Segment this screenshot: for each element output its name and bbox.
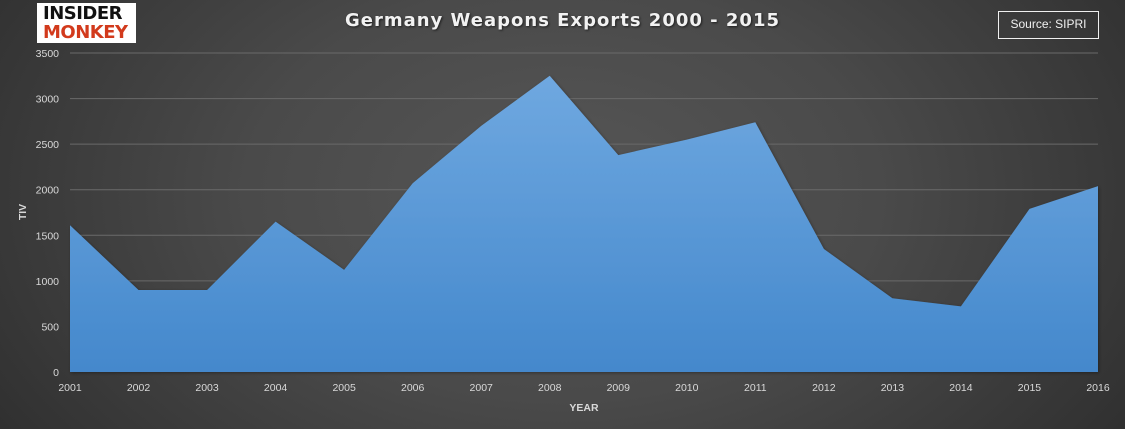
x-tick-label: 2001 [58,382,82,394]
y-tick-label: 2500 [36,139,60,151]
x-axis-title: YEAR [569,402,599,414]
y-axis-title: TIV [17,204,29,220]
logo-line-1: INSIDER [43,3,123,24]
y-tick-label: 500 [41,321,59,333]
x-tick-label: 2003 [195,382,219,394]
x-tick-label: 2011 [744,382,767,394]
y-tick-label: 0 [53,367,59,379]
y-axis-ticks: 0 500 1000 1500 2000 2500 3000 3500 [36,48,60,379]
y-tick-label: 3500 [36,48,60,60]
data-area [70,75,1098,373]
x-tick-label: 2006 [401,382,425,394]
y-tick-label: 2000 [36,185,60,197]
x-tick-label: 2010 [675,382,699,394]
x-axis-ticks: 2001 2002 2003 2004 2005 2006 2007 2008 2009 2010… [58,382,1110,394]
source-label: Source: SIPRI [998,11,1099,39]
y-tick-label: 1000 [36,276,60,288]
chart-title: Germany Weapons Exports 2000 - 2015 [344,10,780,31]
x-tick-label: 2004 [264,382,288,394]
x-tick-label: 2002 [127,382,151,394]
x-tick-label: 2007 [470,382,494,394]
x-tick-label: 2015 [1018,382,1042,394]
insider-monkey-logo: INSIDER MONKEY [37,3,136,43]
x-tick-label: 2008 [538,382,562,394]
x-tick-label: 2016 [1086,382,1110,394]
y-tick-label: 3000 [36,94,60,106]
x-tick-label: 2009 [607,382,631,394]
x-tick-label: 2014 [949,382,973,394]
x-tick-label: 2005 [332,382,356,394]
y-tick-label: 1500 [36,230,60,242]
x-tick-label: 2012 [812,382,836,394]
x-tick-label: 2013 [881,382,905,394]
logo-line-2: MONKEY [43,22,128,43]
